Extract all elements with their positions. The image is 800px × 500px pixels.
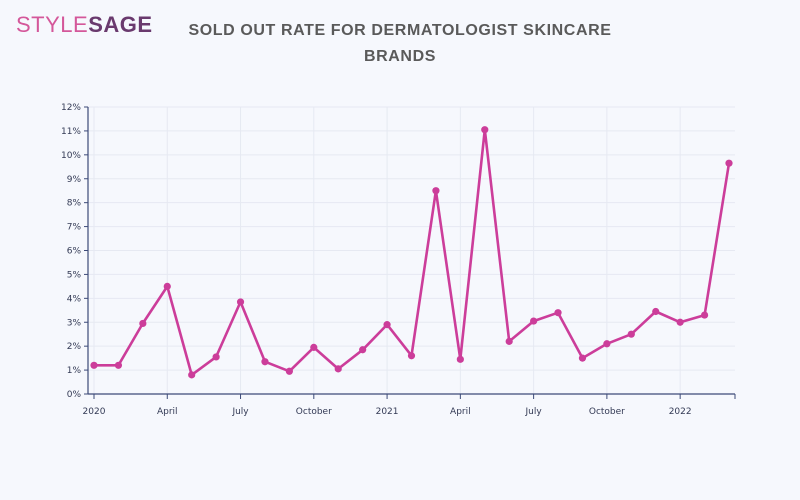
y-tick-label: 6% <box>67 247 82 257</box>
series-line <box>94 128 731 377</box>
data-point <box>261 358 269 366</box>
data-point <box>114 361 123 369</box>
data-point <box>578 354 587 362</box>
y-tick-label: 4% <box>67 294 82 304</box>
y-tick-label: 12% <box>61 103 81 113</box>
brand-logo-part2: SAGE <box>88 12 153 37</box>
data-point <box>725 159 733 167</box>
brand-logo: STYLESAGE <box>16 12 153 38</box>
chart-title: SOLD OUT RATE FOR DERMATOLOGIST SKINCARE… <box>160 18 640 70</box>
chart-title-line-1: SOLD OUT RATE FOR DERMATOLOGIST SKINCARE <box>188 22 612 39</box>
x-tick-label: April <box>157 407 178 417</box>
data-point <box>188 371 196 379</box>
y-tick-label: 8% <box>67 199 82 209</box>
series-sold-out-rate <box>90 126 733 379</box>
data-point <box>530 317 538 325</box>
y-axis-ticks: 0% 1% 2% 3% 4% 5% 6% 7% 8% 9% 10% 11% 12% <box>61 103 88 400</box>
x-tick-label: July <box>231 407 249 417</box>
x-tick-label: October <box>296 407 332 417</box>
data-point <box>700 311 709 319</box>
x-tick-label: April <box>450 407 471 417</box>
chart-title-line-2: BRANDS <box>363 48 437 65</box>
brand-logo-part1: STYLE <box>16 12 89 37</box>
data-point <box>334 365 342 373</box>
data-point <box>432 187 440 195</box>
y-tick-label: 10% <box>61 151 81 161</box>
data-point <box>139 319 147 328</box>
data-point <box>236 298 245 306</box>
x-tick-label: July <box>525 407 543 417</box>
x-tick-label: 2020 <box>83 407 106 417</box>
data-point <box>505 337 513 345</box>
data-point <box>456 355 464 363</box>
y-tick-label: 5% <box>67 270 82 280</box>
y-tick-label: 0% <box>67 390 82 400</box>
y-tick-label: 2% <box>67 342 82 352</box>
y-tick-label: 1% <box>67 366 82 376</box>
data-point <box>310 343 318 351</box>
data-point <box>163 282 171 290</box>
y-tick-label: 9% <box>67 175 82 185</box>
data-point <box>90 361 98 369</box>
y-tick-label: 3% <box>67 318 82 328</box>
x-axis-ticks: 2020 April July October 2021 April July October… <box>83 394 692 417</box>
y-tick-label: 7% <box>67 223 82 233</box>
y-tick-label: 11% <box>61 127 81 137</box>
data-point <box>603 340 611 348</box>
data-point <box>407 352 416 360</box>
data-point <box>383 321 391 329</box>
grid <box>88 106 735 394</box>
data-point <box>285 367 293 375</box>
data-point <box>481 126 489 134</box>
x-tick-label: 2021 <box>376 407 399 417</box>
data-point <box>627 330 635 338</box>
data-point <box>554 309 562 317</box>
data-point <box>652 307 660 316</box>
data-point <box>676 318 684 326</box>
x-tick-label: 2022 <box>669 407 692 417</box>
data-point <box>359 346 367 354</box>
data-point <box>212 353 220 361</box>
x-tick-label: October <box>589 407 625 417</box>
